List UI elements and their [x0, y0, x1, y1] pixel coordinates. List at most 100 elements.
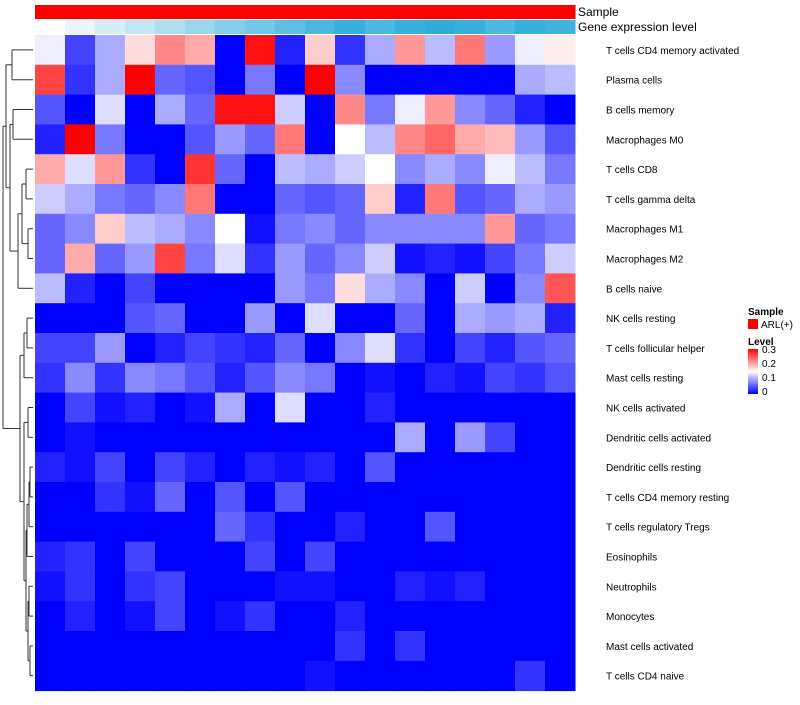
heatmap-cell	[215, 631, 246, 662]
annotation-expression-cell	[215, 20, 246, 34]
heatmap-cell	[65, 422, 96, 453]
heatmap-cell	[485, 333, 516, 364]
heatmap-cell	[215, 422, 246, 453]
heatmap-cell	[95, 362, 126, 394]
heatmap-cell	[305, 362, 336, 394]
heatmap-cell	[365, 452, 396, 483]
heatmap-cell	[545, 124, 576, 155]
heatmap-cell	[305, 243, 336, 274]
heatmap-cell	[515, 273, 546, 304]
heatmap-cell	[365, 631, 396, 662]
heatmap-cell	[155, 571, 186, 602]
heatmap-cell	[395, 154, 426, 185]
heatmap-cell	[215, 362, 246, 394]
row-label: T cells follicular helper	[606, 344, 705, 355]
heatmap-cell	[335, 184, 366, 215]
heatmap-cell	[275, 333, 306, 364]
heatmap-cell	[545, 482, 576, 513]
heatmap-cell	[245, 601, 276, 632]
heatmap-cell	[455, 660, 486, 692]
heatmap-cell	[545, 154, 576, 185]
heatmap-cell	[125, 243, 156, 274]
heatmap-cell	[245, 94, 276, 125]
heatmap-cell	[185, 452, 216, 483]
heatmap-cell	[95, 213, 126, 245]
row-label: T cells CD4 memory resting	[606, 493, 729, 504]
heatmap-cell	[335, 243, 366, 274]
heatmap-cell	[335, 213, 366, 245]
heatmap-cell	[35, 94, 66, 125]
heatmap-cell	[365, 511, 396, 543]
heatmap-cell	[515, 482, 546, 513]
heatmap-cell	[545, 631, 576, 662]
heatmap-cell	[485, 213, 516, 245]
annotation-sample-cell	[515, 5, 546, 19]
heatmap-cell	[395, 333, 426, 364]
annotation-sample-cell	[215, 5, 246, 19]
heatmap-cell	[305, 392, 336, 423]
row-label: NK cells activated	[606, 404, 685, 415]
heatmap-cell	[125, 64, 156, 96]
heatmap-cell	[185, 35, 216, 66]
heatmap-cell	[245, 362, 276, 394]
heatmap-cell	[275, 303, 306, 334]
heatmap-cell	[125, 303, 156, 334]
heatmap-cell	[65, 631, 96, 662]
heatmap-cell	[155, 333, 186, 364]
heatmap-cell	[545, 452, 576, 483]
heatmap-cell	[215, 571, 246, 602]
heatmap-cell	[65, 362, 96, 394]
heatmap-cell	[335, 511, 366, 543]
heatmap-cell	[425, 124, 456, 155]
heatmap-cell	[155, 452, 186, 483]
heatmap-cell	[125, 541, 156, 572]
heatmap-cell	[305, 511, 336, 543]
heatmap-cell	[155, 660, 186, 692]
legend-tick-2: 0.1	[762, 373, 776, 384]
heatmap-cell	[35, 362, 66, 394]
heatmap-cell	[455, 601, 486, 632]
heatmap-cell	[185, 64, 216, 96]
annotation-expression-cell	[95, 20, 126, 34]
heatmap-cell	[125, 213, 156, 245]
heatmap-cell	[155, 303, 186, 334]
row-label: Dendritic cells activated	[606, 433, 711, 444]
heatmap-cell	[545, 273, 576, 304]
annotation-sample-cell	[365, 5, 396, 19]
heatmap-cell	[35, 601, 66, 632]
heatmap-cell	[485, 35, 516, 66]
heatmap-cell	[365, 601, 396, 632]
heatmap-cell	[515, 452, 546, 483]
heatmap-cell	[455, 333, 486, 364]
heatmap-cell	[485, 571, 516, 602]
heatmap-cell	[215, 124, 246, 155]
annotation-sample-cell	[95, 5, 126, 19]
heatmap-cell	[155, 601, 186, 632]
heatmap-cell	[65, 392, 96, 423]
heatmap-cell	[515, 94, 546, 125]
heatmap-cell	[455, 154, 486, 185]
heatmap-cell	[545, 94, 576, 125]
heatmap-cell	[365, 124, 396, 155]
heatmap-cell	[335, 35, 366, 66]
heatmap-cell	[515, 213, 546, 245]
heatmap-cell	[125, 124, 156, 155]
heatmap-cell	[245, 482, 276, 513]
heatmap-cell	[515, 303, 546, 334]
heatmap-cell	[215, 35, 246, 66]
heatmap-cell	[35, 213, 66, 245]
heatmap-cell	[185, 243, 216, 274]
heatmap-cell	[245, 541, 276, 572]
heatmap-cell	[395, 631, 426, 662]
heatmap-cell	[455, 94, 486, 125]
legend-sample-title: Sample	[748, 307, 784, 318]
heatmap-cell	[515, 601, 546, 632]
heatmap-cell	[275, 511, 306, 543]
heatmap-cell	[125, 154, 156, 185]
heatmap-cell	[335, 541, 366, 572]
heatmap-cell	[65, 482, 96, 513]
heatmap-cell	[515, 571, 546, 602]
heatmap-cell	[425, 511, 456, 543]
heatmap-cell	[185, 601, 216, 632]
heatmap-cell	[425, 362, 456, 394]
